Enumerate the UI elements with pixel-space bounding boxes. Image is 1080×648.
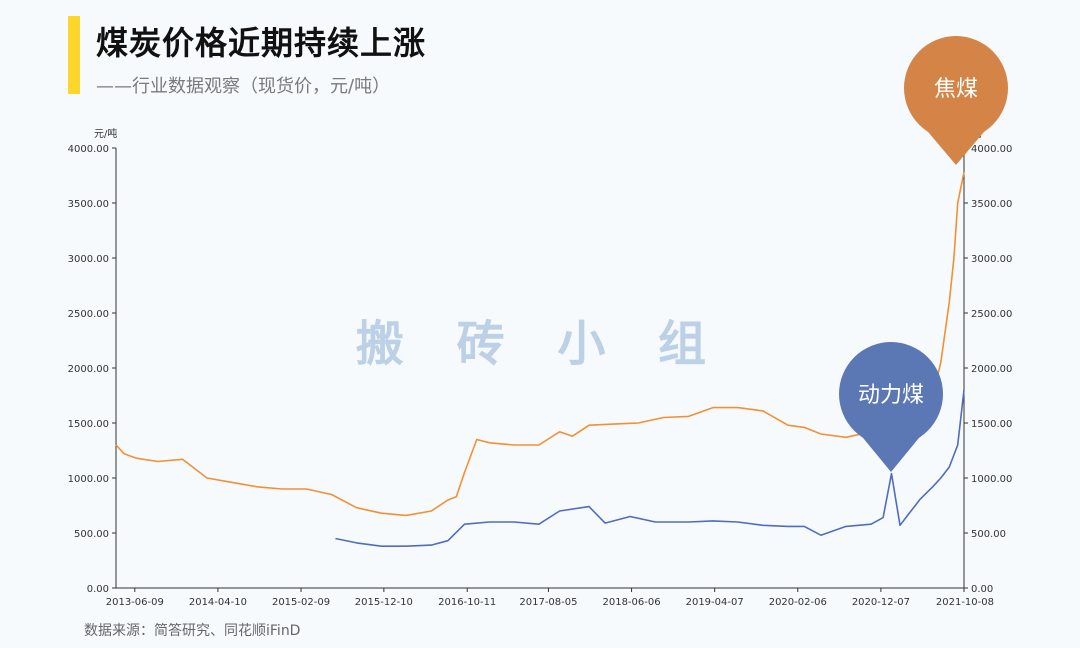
y-tick-label-left: 3000.00 <box>68 254 109 265</box>
callout-thermal-coal-pointer <box>862 437 920 472</box>
title-accent-bar <box>68 16 80 94</box>
y-tick-label-right: 2500.00 <box>971 309 1012 320</box>
y-tick-label-right: 0.00 <box>971 584 993 595</box>
y-tick-label-left: 3500.00 <box>68 199 109 210</box>
y-tick-label-left: 500.00 <box>74 529 109 540</box>
y-tick-label-left: 2500.00 <box>68 309 109 320</box>
y-tick-label-right: 3500.00 <box>971 199 1012 210</box>
y-tick-label-right: 1500.00 <box>971 419 1012 430</box>
callout-coking-coal-circle <box>904 36 1008 140</box>
y-tick-label-left: 4000.00 <box>68 144 109 155</box>
callout-coking-coal-label: 焦煤 <box>934 77 978 102</box>
x-tick-label: 2020-02-06 <box>769 597 827 608</box>
x-tick-label: 2020-12-07 <box>852 597 910 608</box>
y-tick-label-left: 1000.00 <box>68 474 109 485</box>
callout-thermal-coal-label: 动力煤 <box>858 383 924 408</box>
watermark-text: 搬 砖 小 组 <box>356 316 724 372</box>
x-tick-label: 2017-08-05 <box>519 597 577 608</box>
x-tick-label: 2014-04-10 <box>189 597 247 608</box>
x-tick-label: 2013-06-09 <box>106 597 164 608</box>
y-tick-label-right: 3000.00 <box>971 254 1012 265</box>
x-tick-label: 2016-10-11 <box>438 597 496 608</box>
callout-coking-coal-pointer <box>927 131 985 165</box>
y-tick-label-right: 1000.00 <box>971 474 1012 485</box>
callout-thermal-coal-circle <box>839 342 943 446</box>
x-tick-label: 2015-02-09 <box>272 597 330 608</box>
y-axis-left-unit: 元/吨 <box>94 127 117 140</box>
x-tick-label: 2021-10-08 <box>936 597 994 608</box>
y-tick-label-right: 2000.00 <box>971 364 1012 375</box>
y-tick-label-right: 4000.00 <box>971 144 1012 155</box>
y-tick-label-left: 0.00 <box>87 584 109 595</box>
page-title: 煤炭价格近期持续上涨 <box>96 24 427 62</box>
data-source: 数据来源：简答研究、同花顺iFinD <box>84 623 301 639</box>
series-line-thermal-coal <box>335 389 965 548</box>
x-tick-label: 2015-12-10 <box>355 597 413 608</box>
x-tick-label: 2019-04-07 <box>686 597 744 608</box>
page-subtitle: ——行业数据观察（现货价，元/吨） <box>96 76 391 97</box>
y-tick-label-left: 1500.00 <box>68 419 109 430</box>
y-tick-label-left: 2000.00 <box>68 364 109 375</box>
x-tick-label: 2018-06-06 <box>602 597 660 608</box>
y-tick-label-right: 500.00 <box>971 529 1006 540</box>
